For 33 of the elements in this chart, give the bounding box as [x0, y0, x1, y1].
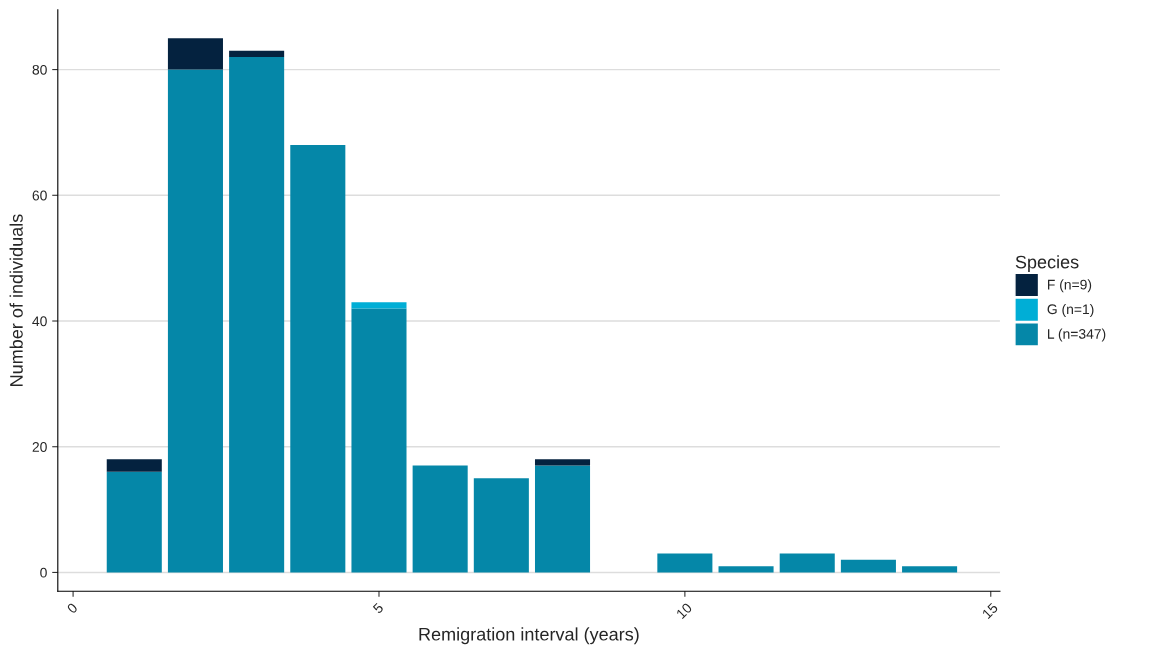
legend-label: G (n=1): [1047, 303, 1094, 317]
x-tick-label: 10: [675, 602, 693, 620]
bar: [840, 559, 896, 573]
y-tick-label: 40: [32, 316, 47, 327]
bar: [473, 478, 529, 573]
bar: [229, 50, 285, 57]
bar: [412, 465, 468, 573]
bar: [167, 38, 223, 70]
bar: [657, 553, 713, 573]
bar: [290, 145, 346, 573]
y-tick-label: 60: [32, 190, 47, 201]
x-tick-label: 0: [66, 602, 79, 615]
bar: [351, 308, 407, 573]
bar: [534, 459, 591, 466]
bar: [718, 566, 774, 573]
bar: [106, 459, 162, 472]
y-tick-label: 80: [32, 64, 47, 75]
x-axis-title: Remigration interval (years): [419, 627, 639, 645]
legend-label: L (n=347): [1048, 328, 1106, 342]
legend-title: Species: [1015, 255, 1079, 273]
x-tick-label: 15: [981, 602, 999, 620]
x-tick-label: 5: [372, 602, 384, 614]
bar: [902, 566, 958, 573]
bar: [167, 69, 223, 573]
bar: [779, 553, 835, 573]
y-axis-title: Number of individuals: [9, 214, 23, 386]
bar: [106, 471, 162, 573]
bar: [351, 302, 407, 309]
y-tick-label: 20: [32, 442, 47, 452]
y-tick-label: 0: [40, 567, 47, 578]
bar: [534, 465, 591, 573]
bar: [229, 57, 285, 573]
legend-label: F (n=9): [1048, 279, 1092, 293]
